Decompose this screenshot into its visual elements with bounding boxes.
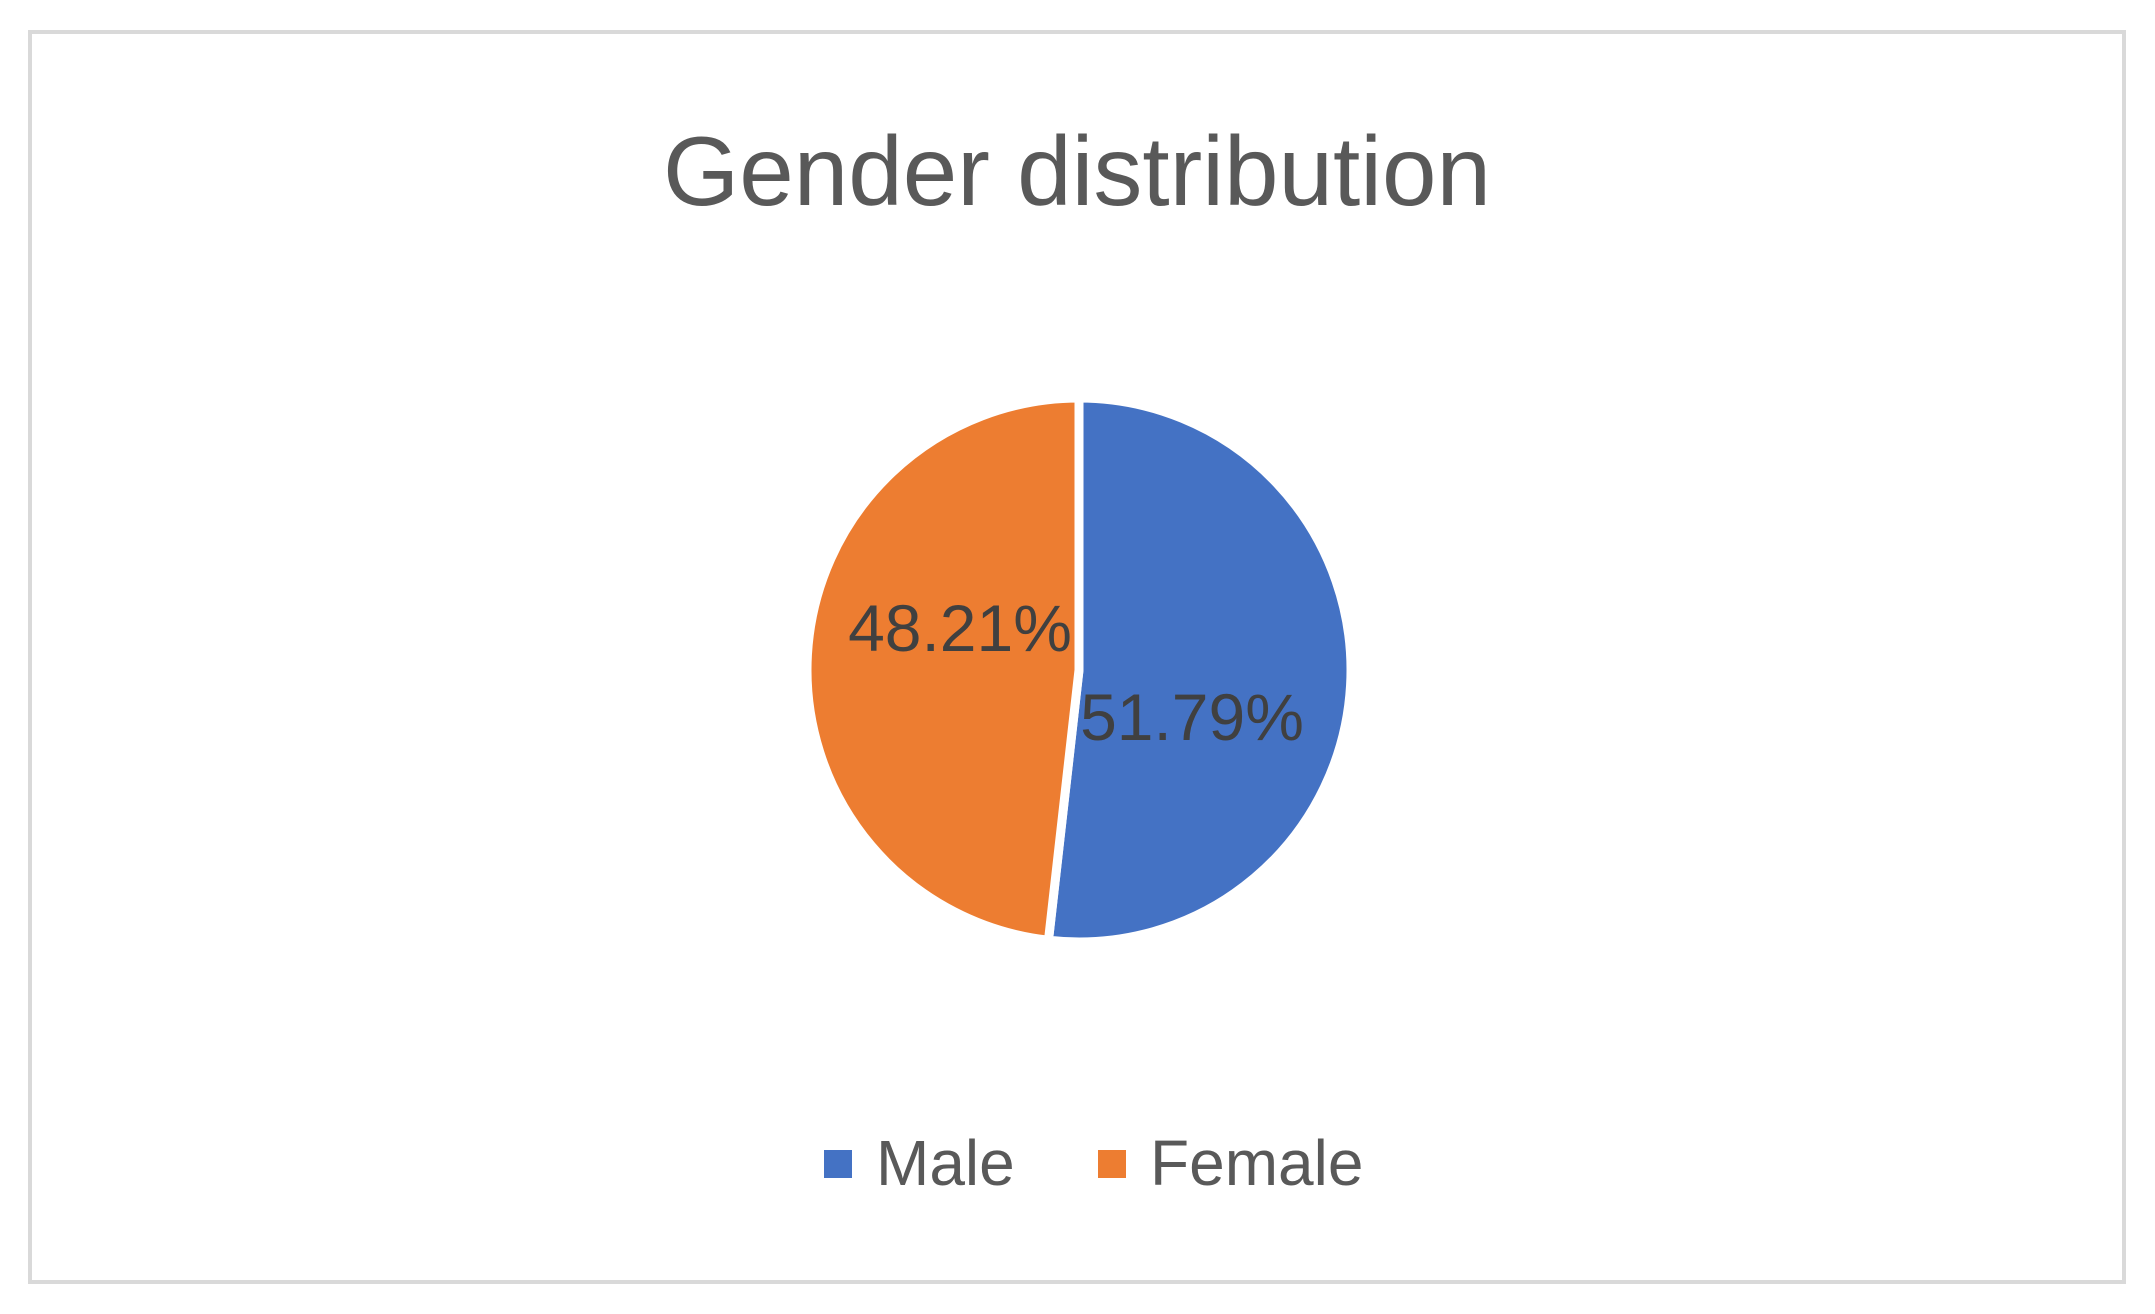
pie-slice-female[interactable]: [802, 393, 1084, 945]
data-label-male: 51.79%: [1080, 680, 1304, 754]
legend-swatch-female: [1098, 1150, 1126, 1178]
legend-label-male: Male: [876, 1127, 1015, 1199]
pie-slices: [802, 393, 1356, 947]
chart-title: Gender distribution: [663, 116, 1491, 226]
legend-swatch-male: [824, 1150, 852, 1178]
data-label-female: 48.21%: [848, 591, 1072, 665]
legend[interactable]: Male Female: [824, 1127, 1363, 1199]
pie-slice-male[interactable]: [1043, 393, 1356, 947]
legend-label-female: Female: [1150, 1127, 1363, 1199]
legend-item-female[interactable]: Female: [1098, 1127, 1363, 1199]
pie-data-labels: 51.79%48.21%: [848, 591, 1304, 754]
legend-item-male[interactable]: Male: [824, 1127, 1015, 1199]
